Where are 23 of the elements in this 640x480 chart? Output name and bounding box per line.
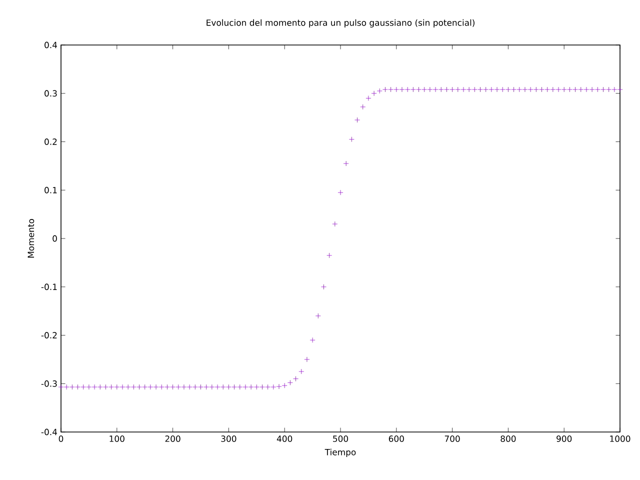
y-tick-label: 0.1 (44, 186, 57, 194)
y-tick-label: 0.2 (44, 138, 57, 145)
x-tick-label: 500 (333, 436, 348, 442)
x-tick-label: 100 (110, 436, 124, 442)
x-tick-label: 800 (500, 436, 516, 442)
x-tick-label: 900 (556, 436, 572, 442)
y-tick-label: -0.2 (41, 332, 57, 338)
x-tick-label: 200 (165, 436, 180, 442)
y-tick-label: 0.3 (44, 90, 57, 97)
y-tick-label: -0.4 (41, 428, 57, 436)
x-tick-label: 700 (444, 436, 460, 442)
x-tick-label: 400 (276, 436, 292, 442)
chart-title: Evolucion del momento para un pulso gaussiano (sin potencial) (206, 19, 474, 28)
y-tick-label: 0 (52, 235, 57, 242)
x-tick-label: 0 (58, 436, 64, 442)
y-axis-title: Momento (28, 219, 34, 258)
y-tick-label: -0.3 (41, 380, 57, 387)
y-tick-label: -0.1 (41, 284, 57, 290)
x-axis-title: Tiempo (324, 448, 356, 457)
x-tick-label: 300 (221, 436, 236, 442)
y-tick-label: 0.4 (44, 42, 57, 48)
x-tick-label: 1000 (610, 436, 630, 442)
x-tick-label: 600 (388, 436, 404, 442)
